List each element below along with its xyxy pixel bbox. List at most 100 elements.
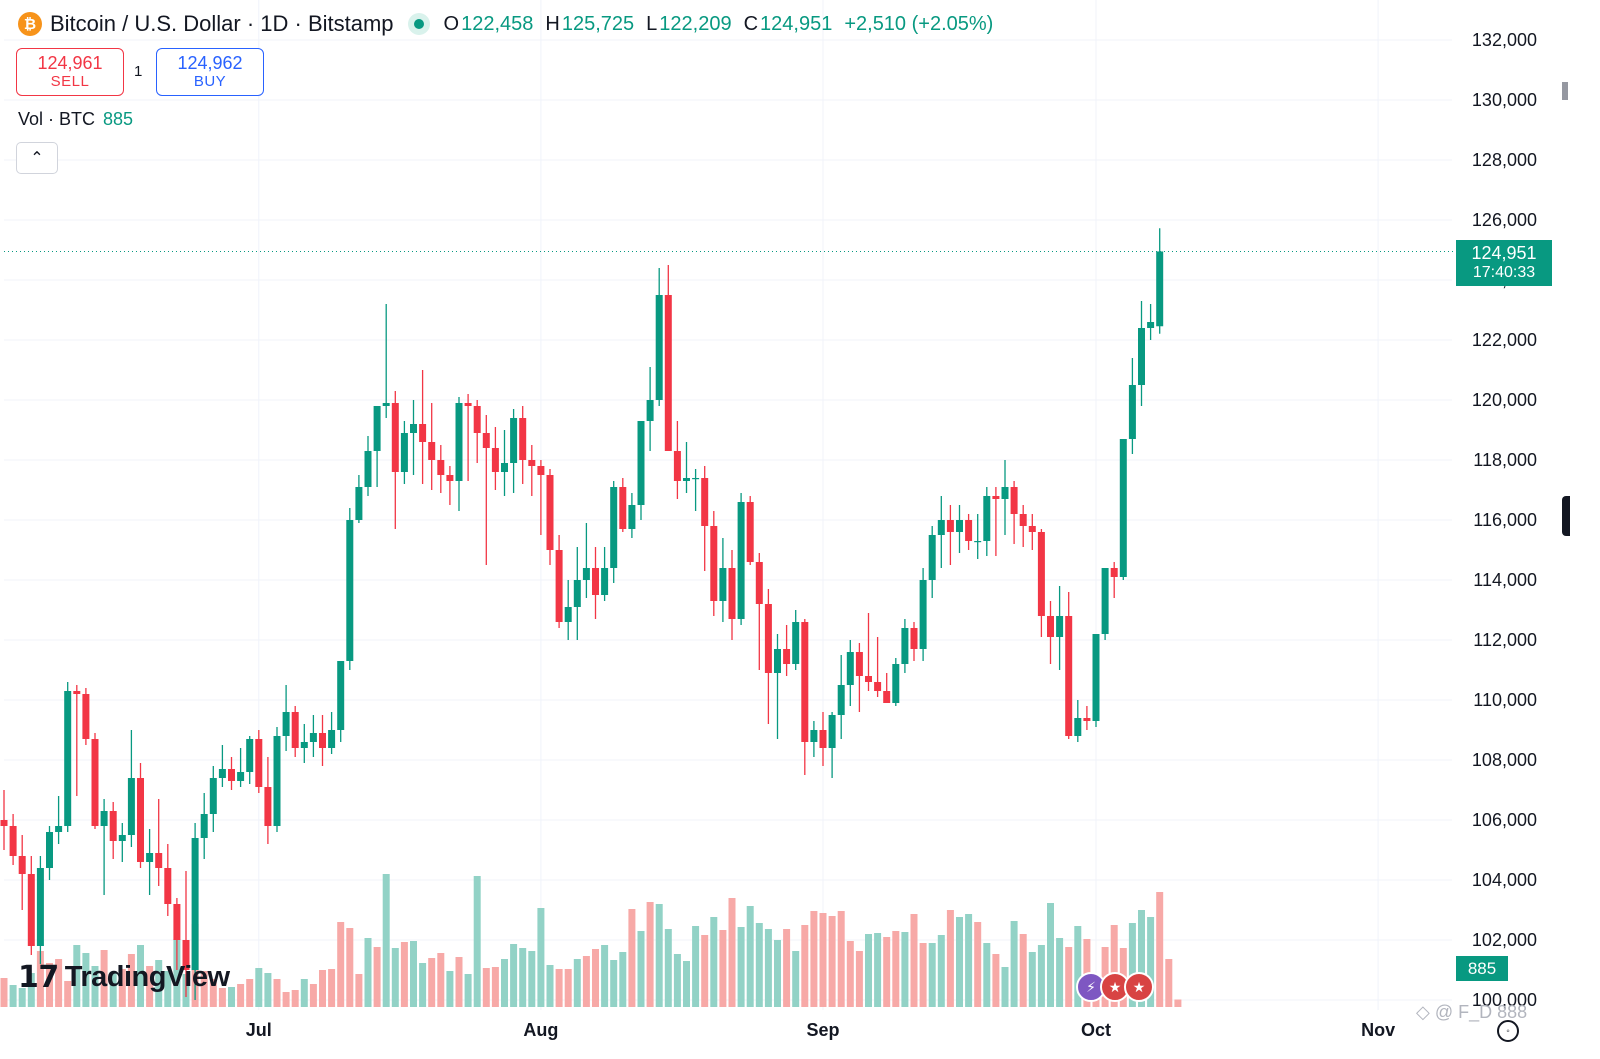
- order-quantity[interactable]: 1: [134, 63, 143, 80]
- volume-bar: [264, 973, 272, 1007]
- candle-body: [482, 433, 490, 448]
- volume-bar: [237, 984, 245, 1007]
- candle-body: [974, 541, 982, 543]
- candle-body: [619, 487, 627, 529]
- sell-price: 124,961: [37, 53, 103, 73]
- volume-bar: [582, 956, 590, 1007]
- bar-countdown: 17:40:33: [1472, 264, 1536, 281]
- x-tick-label: Sep: [806, 1020, 839, 1040]
- close-value: 124,951: [760, 12, 833, 35]
- us-flag-event-icon-2[interactable]: ★: [1124, 972, 1154, 1002]
- volume-bar: [27, 973, 35, 1007]
- candle-body: [592, 568, 599, 595]
- sell-button[interactable]: 124,961 SELL: [16, 48, 124, 96]
- candle-body: [846, 652, 854, 685]
- candle-body: [528, 460, 536, 466]
- candle-body: [1128, 385, 1136, 439]
- candle-body: [55, 826, 63, 832]
- volume-bar: [810, 911, 818, 1007]
- y-tick-label: 114,000: [1473, 570, 1537, 590]
- volume-bar: [1128, 923, 1136, 1007]
- candle-body: [1092, 634, 1100, 721]
- candle-body: [1037, 532, 1045, 616]
- collapse-legend-button[interactable]: ⌃: [16, 142, 58, 174]
- volume-bar: [837, 911, 845, 1007]
- high-label: H: [545, 12, 560, 35]
- candle-body: [1065, 616, 1073, 736]
- volume-bar: [855, 951, 863, 1007]
- volume-bar: [1010, 921, 1018, 1007]
- volume-bar: [510, 944, 518, 1007]
- buy-button[interactable]: 124,962 BUY: [156, 48, 264, 96]
- volume-bar: [801, 925, 809, 1007]
- tradingview-logo[interactable]: 17 TradingView: [18, 960, 230, 995]
- settings-icon[interactable]: ◦: [1497, 1020, 1519, 1042]
- candle-body: [746, 502, 754, 562]
- x-tick-label: Oct: [1081, 1020, 1111, 1040]
- volume-bar: [428, 958, 436, 1007]
- candle-body: [865, 676, 872, 682]
- volume-bar: [692, 926, 700, 1007]
- scroll-handle[interactable]: [1562, 82, 1568, 100]
- candle-body: [664, 295, 672, 451]
- volume-bar: [118, 969, 126, 1007]
- market-status-icon[interactable]: [407, 13, 430, 35]
- candle-body: [801, 622, 809, 742]
- candle-body: [992, 496, 1000, 499]
- chevron-up-icon: ⌃: [30, 150, 44, 167]
- chart-grid: [4, 0, 1452, 1010]
- volume-bar: [491, 967, 499, 1007]
- event-markers[interactable]: ⚡ ★ ★: [1076, 972, 1154, 1002]
- symbol-title[interactable]: Bitcoin / U.S. Dollar · 1D · Bitstamp: [50, 11, 394, 36]
- volume-bar: [164, 971, 172, 1007]
- candle-body: [346, 520, 354, 661]
- candle-body: [637, 421, 645, 505]
- volume-bar: [55, 959, 63, 1007]
- volume-bar: [1138, 910, 1145, 1007]
- buy-price: 124,962: [177, 53, 243, 73]
- candle-body: [328, 730, 336, 748]
- time-axis[interactable]: Jul Aug Sep Oct Nov: [246, 1020, 1395, 1040]
- candle-body: [573, 580, 581, 607]
- volume-bar: [755, 923, 763, 1007]
- candle-body: [683, 478, 690, 481]
- candle-body: [1110, 568, 1118, 577]
- volume-bar: [473, 876, 481, 1007]
- volume-legend[interactable]: Vol · BTC 885: [18, 109, 133, 130]
- volume-bar: [482, 968, 490, 1007]
- volume-bar: [846, 941, 854, 1007]
- candle-body: [419, 424, 427, 442]
- volume-bar: [673, 954, 681, 1007]
- candle-body: [164, 868, 172, 904]
- candle-body: [537, 466, 545, 475]
- volume-bar: [655, 904, 663, 1007]
- volume-bar: [883, 937, 891, 1007]
- y-tick-label: 126,000: [1472, 210, 1537, 230]
- volume-bar: [382, 874, 390, 1007]
- candle-body: [546, 475, 554, 550]
- candle-body: [828, 715, 836, 748]
- volume-bar: [1074, 926, 1082, 1007]
- volume-bar: [1037, 945, 1045, 1007]
- candle-body: [137, 778, 144, 862]
- last-price-value: 124,951: [1471, 243, 1537, 263]
- volume-legend-label: Vol · BTC: [18, 109, 96, 129]
- x-tick-label: Jul: [246, 1020, 272, 1040]
- volume-bar: [937, 935, 945, 1007]
- price-axis[interactable]: 132,000130,000128,000126,000124,000122,0…: [1472, 30, 1537, 1010]
- volume-bar: [628, 909, 636, 1007]
- candle-body: [1001, 487, 1009, 499]
- y-tick-label: 106,000: [1472, 810, 1537, 830]
- volume-histogram: [0, 874, 1182, 1007]
- candle-body: [218, 769, 226, 778]
- side-panel-handle[interactable]: [1562, 496, 1570, 536]
- volume-bar: [564, 969, 572, 1007]
- volume-bar: [828, 916, 836, 1007]
- candle-body: [510, 418, 518, 463]
- candle-body: [764, 604, 772, 673]
- candle-body: [209, 778, 217, 814]
- candle-body: [264, 787, 272, 826]
- candle-body: [373, 406, 381, 451]
- volume-bar: [146, 966, 154, 1007]
